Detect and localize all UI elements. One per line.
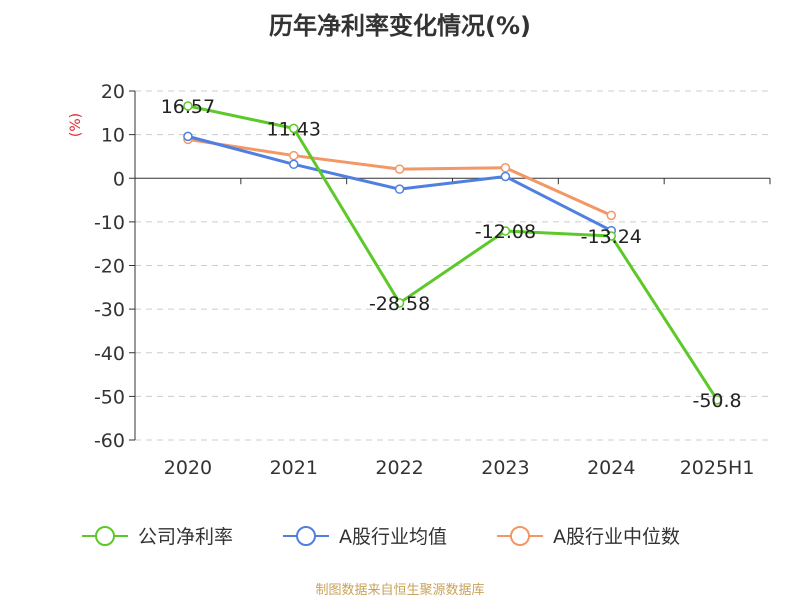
x-tick-label: 2024 xyxy=(587,457,635,479)
legend-label: A股行业均值 xyxy=(339,526,447,548)
data-point xyxy=(183,101,193,111)
series-line xyxy=(187,137,612,217)
data-point xyxy=(289,123,299,134)
source-note: 制图数据来自恒生聚源数据库 xyxy=(315,583,485,598)
y-tick-label: -60 xyxy=(94,430,125,452)
legend-marker xyxy=(95,526,115,546)
data-point xyxy=(606,210,616,221)
legend-item: A股行业中位数 xyxy=(497,526,680,548)
x-tick-label: 2022 xyxy=(375,457,423,479)
legend-label: A股行业中位数 xyxy=(553,526,680,548)
data-labels: 16.57 11.43 -28.58 -12.08 -13.24 -50.8 xyxy=(161,96,742,412)
y-tick-label: -20 xyxy=(94,256,125,278)
y-tick-label: 10 xyxy=(101,125,125,147)
legend-marker xyxy=(296,526,316,546)
data-point xyxy=(394,298,405,308)
legend: 公司净利率 A股行业均值 A股行业中位数 xyxy=(82,526,680,548)
x-tick-label: 2021 xyxy=(270,457,318,479)
legend-item: A股行业均值 xyxy=(283,526,447,548)
data-point xyxy=(606,231,616,241)
x-tick-label: 2020 xyxy=(164,457,212,479)
legend-label: 公司净利率 xyxy=(138,526,233,548)
data-point xyxy=(712,395,722,405)
y-tick-label: -10 xyxy=(94,212,125,234)
data-label: -13.24 xyxy=(581,226,642,248)
data-point xyxy=(289,159,299,170)
data-point xyxy=(289,150,299,161)
data-point xyxy=(500,226,511,236)
data-label: -50.8 xyxy=(692,390,741,412)
axes: 20 10 0 -10 -20 -30 -40 -50 -60 2020 2021 2022 2023 2… xyxy=(68,81,771,479)
y-axis-label: (%) xyxy=(68,113,84,137)
data-point xyxy=(183,131,193,142)
data-point xyxy=(500,163,511,173)
chart-title: 历年净利率变化情况(%) xyxy=(269,12,531,40)
data-point xyxy=(394,164,405,174)
data-point xyxy=(500,171,511,182)
y-tick-label: 0 xyxy=(113,168,125,190)
y-tick-label: -50 xyxy=(94,386,125,408)
legend-item: 公司净利率 xyxy=(82,526,233,548)
series-line xyxy=(187,104,719,401)
y-tick-label: 20 xyxy=(101,81,125,103)
data-label: -28.58 xyxy=(369,293,430,315)
data-label: 16.57 xyxy=(161,96,215,118)
x-tick-label: 2023 xyxy=(481,457,529,479)
series-lines xyxy=(183,101,722,405)
gridlines xyxy=(135,90,770,441)
y-tick-label: -30 xyxy=(94,299,125,321)
y-tick-label: -40 xyxy=(94,343,125,365)
data-label: -12.08 xyxy=(475,221,536,243)
data-label: 11.43 xyxy=(267,118,321,140)
x-tick-label: 2025H1 xyxy=(680,457,755,479)
legend-marker xyxy=(510,526,530,546)
data-point xyxy=(394,184,405,194)
